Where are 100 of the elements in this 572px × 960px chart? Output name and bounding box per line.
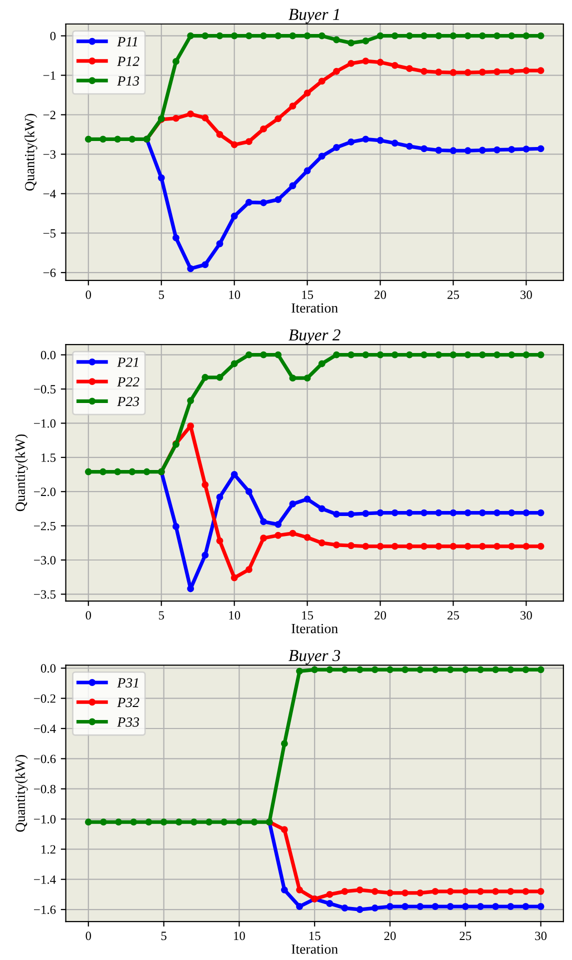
point <box>537 145 544 152</box>
y-tick-label: −1.6 <box>34 906 56 914</box>
point <box>187 397 194 404</box>
point <box>376 136 384 144</box>
x-tick-label: 30 <box>520 290 532 299</box>
chart-title: Buyer 3 <box>288 650 340 665</box>
point <box>245 488 252 496</box>
point <box>356 666 364 674</box>
point <box>464 32 472 40</box>
point <box>296 886 303 894</box>
point <box>432 666 439 674</box>
point <box>462 903 469 910</box>
x-tick-label: 5 <box>158 290 164 299</box>
point <box>304 90 311 97</box>
point <box>145 818 152 826</box>
point <box>114 136 122 143</box>
point <box>507 903 514 910</box>
point <box>507 666 514 674</box>
y-tick-label: −2.5 <box>34 522 56 530</box>
point <box>362 542 370 550</box>
point <box>245 566 252 574</box>
point <box>100 818 107 826</box>
point <box>230 141 238 148</box>
point <box>187 32 194 40</box>
point <box>537 666 544 674</box>
y-tick-label: −1 <box>43 71 56 80</box>
y-tick-label: −6 <box>43 268 56 278</box>
point <box>289 102 296 110</box>
y-tick-label: −1.0 <box>34 815 56 824</box>
point <box>450 351 457 358</box>
point <box>376 351 384 358</box>
y-tick-label: −1.0 <box>34 419 56 428</box>
point <box>260 518 267 526</box>
point <box>175 818 182 826</box>
y-tick-label: −0.5 <box>34 385 56 394</box>
x-tick-label: 0 <box>86 932 92 940</box>
point <box>376 58 384 66</box>
point <box>494 351 500 358</box>
point <box>114 468 122 476</box>
y-tick-label: −0.2 <box>34 694 56 703</box>
point <box>522 542 530 550</box>
x-tick-label: 25 <box>460 932 472 940</box>
chart-title: Buyer 1 <box>288 8 339 24</box>
point <box>143 468 150 476</box>
point <box>158 174 165 182</box>
point <box>333 36 340 44</box>
point <box>492 888 500 895</box>
point <box>260 351 267 358</box>
y-tick-label: −0.4 <box>34 724 56 734</box>
x-tick-label: 25 <box>448 611 459 620</box>
point <box>190 818 198 826</box>
point <box>450 32 457 40</box>
x-tick-label: 20 <box>374 611 386 620</box>
point <box>280 886 288 894</box>
point <box>464 147 472 154</box>
x-tick-label: 5 <box>161 932 166 940</box>
point <box>477 888 484 895</box>
point <box>172 114 180 122</box>
point <box>216 374 224 381</box>
point <box>391 140 398 147</box>
point <box>464 509 472 516</box>
y-tick-label: 0.0 <box>40 350 56 360</box>
point <box>522 67 530 74</box>
legend-label: P31 <box>117 678 138 688</box>
point <box>391 62 398 69</box>
point <box>245 351 252 358</box>
point <box>260 32 267 40</box>
point <box>230 212 238 220</box>
point <box>478 32 486 40</box>
point <box>450 542 457 550</box>
point <box>341 666 348 674</box>
point <box>356 906 364 914</box>
point <box>406 509 413 516</box>
point <box>462 666 469 674</box>
point <box>420 68 428 75</box>
point <box>318 360 326 368</box>
point <box>402 903 409 910</box>
point <box>494 68 500 76</box>
point <box>446 888 454 895</box>
point <box>478 542 486 550</box>
point <box>420 351 428 358</box>
point <box>494 32 500 40</box>
x-axis-title: Iteration <box>292 624 338 634</box>
point <box>326 890 334 898</box>
x-tick-label: 25 <box>448 290 459 299</box>
point <box>187 585 194 592</box>
point <box>435 542 442 550</box>
legend-label: P33 <box>117 717 140 727</box>
y-tick-label: 0.0 <box>40 664 56 673</box>
point <box>522 666 530 674</box>
y-axis-title: Quantity(kW) <box>15 755 28 832</box>
legend-label: P23 <box>117 396 140 406</box>
point <box>280 826 288 834</box>
point <box>187 110 194 118</box>
point <box>522 32 530 40</box>
point <box>274 520 282 528</box>
point <box>432 903 439 910</box>
point <box>202 32 209 40</box>
point <box>376 509 384 516</box>
point <box>446 903 454 910</box>
